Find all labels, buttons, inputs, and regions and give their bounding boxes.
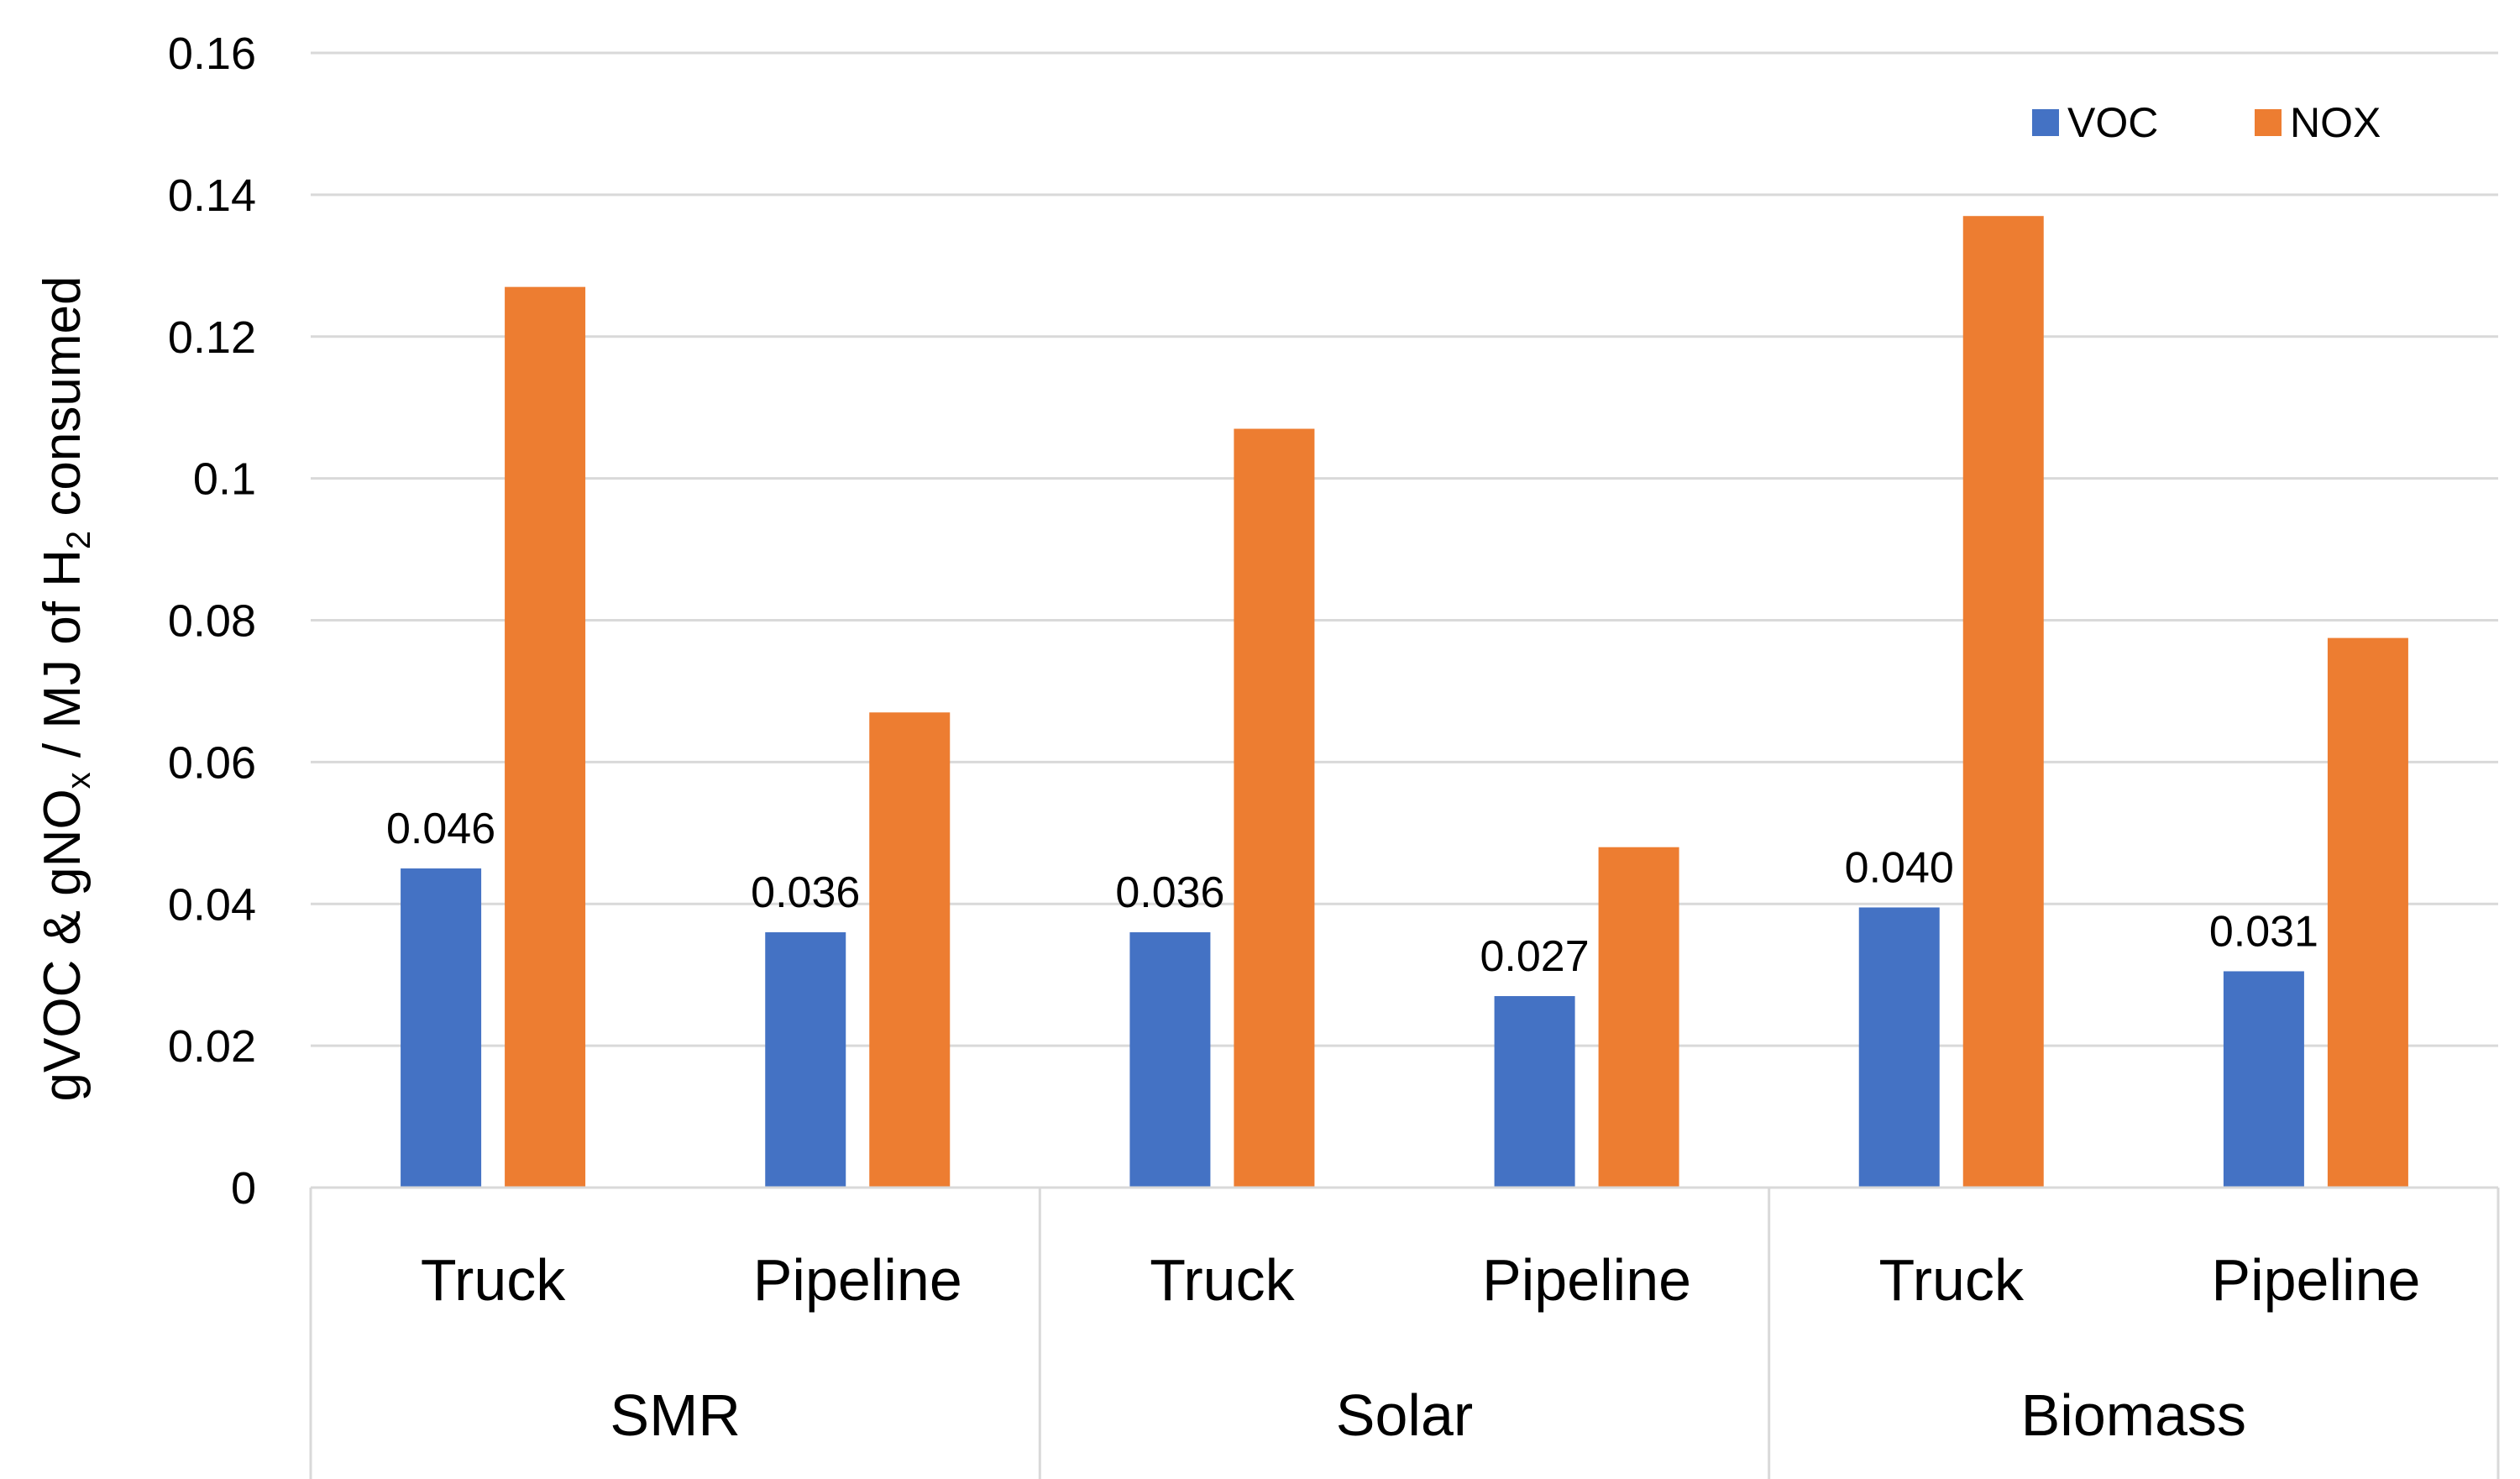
group-label: SMR <box>610 1382 741 1448</box>
y-tick-label: 0.04 <box>168 879 256 930</box>
data-label-voc-smr-truck: 0.046 <box>386 805 495 853</box>
bar-nox-solar-truck <box>1234 428 1315 1188</box>
category-label: Truck <box>1150 1247 1295 1313</box>
category-label: Pipeline <box>753 1247 962 1313</box>
y-tick-label: 0.08 <box>168 596 256 647</box>
legend-label-voc: VOC <box>2067 99 2158 146</box>
bar-voc-smr-pipeline <box>765 932 846 1188</box>
bar-voc-biomass-truck <box>1858 907 1940 1188</box>
legend: VOC NOX <box>2032 99 2381 146</box>
bar-voc-solar-truck <box>1129 932 1211 1188</box>
bar-voc-smr-truck <box>401 868 482 1188</box>
category-label: Truck <box>1879 1247 2025 1313</box>
y-axis-title-sub1: x <box>60 772 97 789</box>
bars <box>401 216 2408 1188</box>
bar-nox-solar-pipeline <box>1598 847 1679 1188</box>
y-axis-title-part2: / MJ of H <box>34 549 92 772</box>
y-axis-title-sub2: 2 <box>60 531 97 549</box>
data-label-voc-smr-pipeline: 0.036 <box>751 868 860 917</box>
y-tick-label: 0.14 <box>168 170 256 221</box>
bar-voc-solar-pipeline <box>1494 996 1575 1188</box>
y-axis-ticks: 0 0.02 0.04 0.06 0.08 0.1 0.12 0.14 0.16 <box>168 29 256 1214</box>
y-tick-label: 0.12 <box>168 312 256 363</box>
category-axis: Truck Pipeline Truck Pipeline Truck Pipeline S… <box>309 1186 2500 1479</box>
group-label: Solar <box>1336 1382 1473 1448</box>
y-tick-label: 0 <box>231 1163 256 1214</box>
y-axis-title-part1: gVOC & gNO <box>34 789 92 1101</box>
group-label: Biomass <box>2021 1382 2246 1448</box>
category-label: Pipeline <box>2211 1247 2420 1313</box>
y-tick-label: 0.1 <box>193 454 256 505</box>
bar-nox-smr-pipeline <box>869 712 951 1188</box>
bar-nox-smr-truck <box>505 286 586 1188</box>
y-tick-label: 0.02 <box>168 1021 256 1072</box>
y-tick-label: 0.16 <box>168 29 256 79</box>
data-label-voc-biomass-pipeline: 0.031 <box>2209 907 2318 956</box>
legend-label-nox: NOX <box>2290 99 2381 146</box>
y-tick-label: 0.06 <box>168 737 256 788</box>
y-axis-title-part3: consumed <box>34 276 92 531</box>
legend-swatch-voc <box>2032 109 2059 136</box>
bar-voc-biomass-pipeline <box>2223 971 2304 1188</box>
data-label-voc-solar-pipeline: 0.027 <box>1480 932 1590 981</box>
category-label: Truck <box>421 1247 566 1313</box>
data-label-voc-biomass-truck: 0.040 <box>1845 843 1954 892</box>
data-label-voc-solar-truck: 0.036 <box>1115 868 1224 917</box>
category-label: Pipeline <box>1482 1247 1691 1313</box>
bar-nox-biomass-pipeline <box>2327 637 2408 1188</box>
y-axis-title: gVOC & gNOx / MJ of H2 consumed <box>34 276 97 1102</box>
gridlines <box>311 51 2498 1189</box>
legend-swatch-nox <box>2255 109 2282 136</box>
data-labels: 0.046 0.036 0.036 0.027 0.040 0.031 <box>386 805 2318 981</box>
bar-nox-biomass-truck <box>1962 216 2044 1188</box>
